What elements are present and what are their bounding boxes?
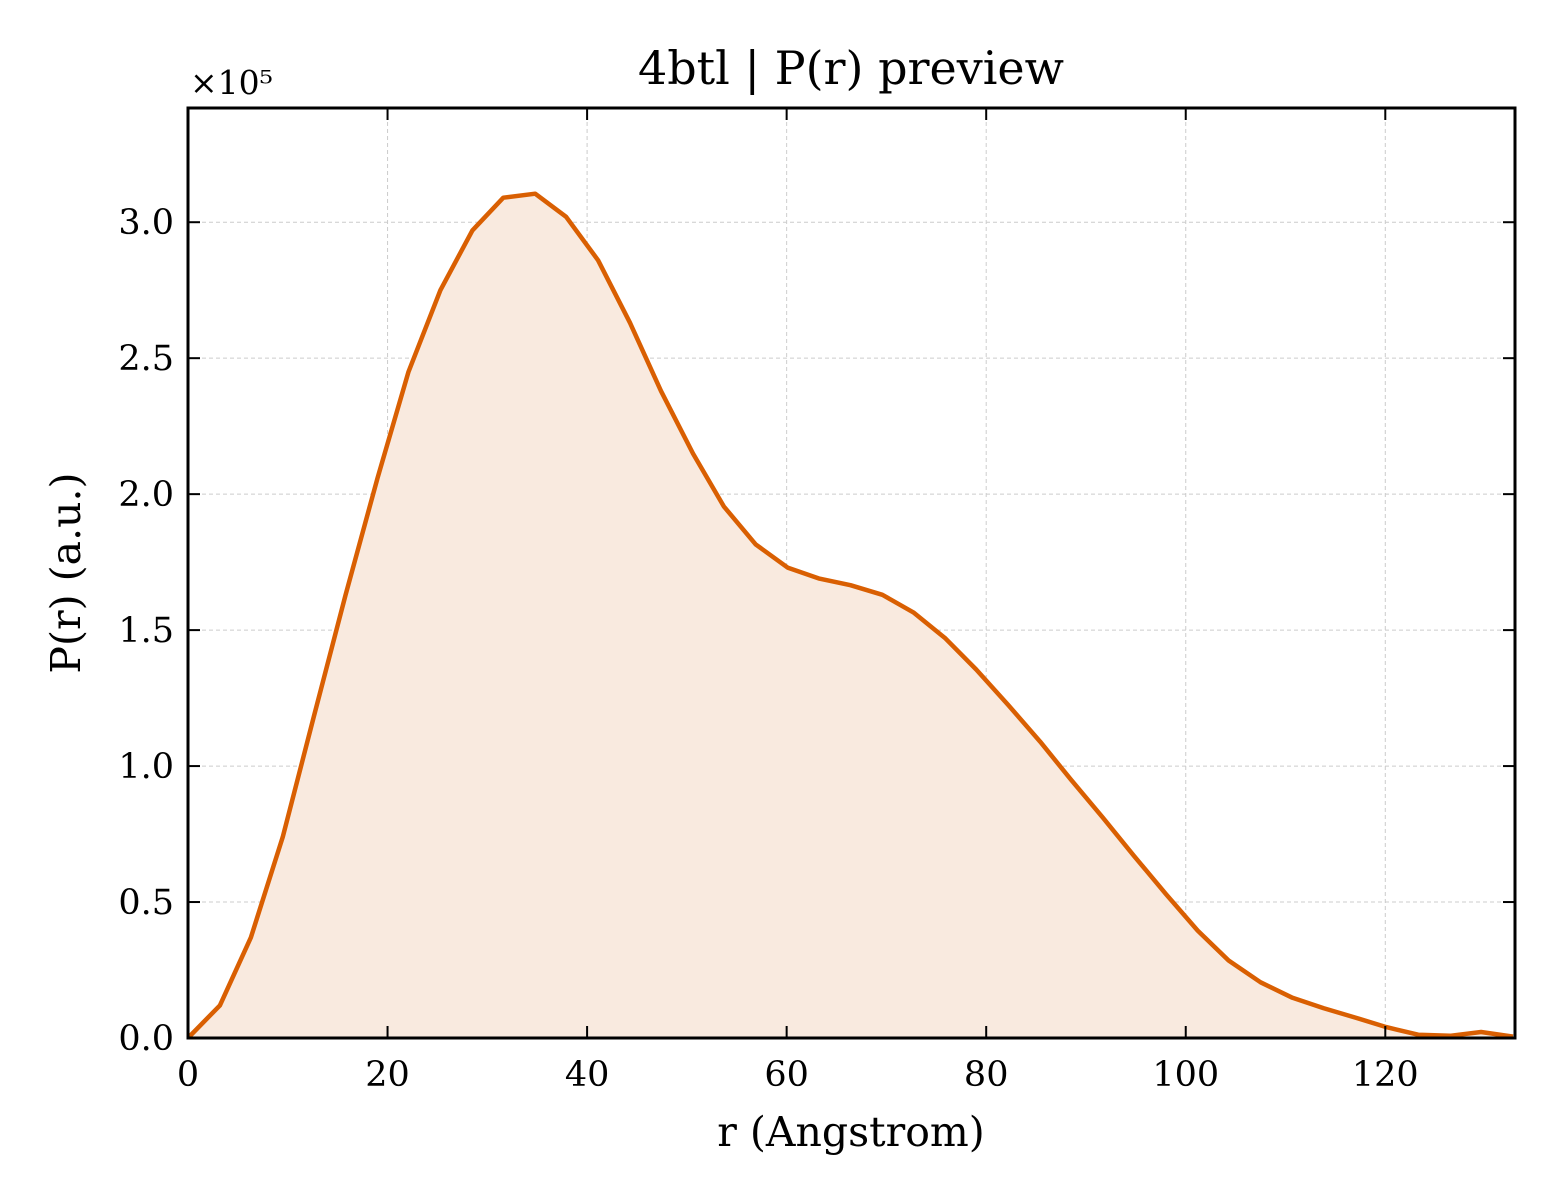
- y-tick-label: 0.0: [118, 1019, 174, 1059]
- y-tick-label: 1.0: [118, 747, 174, 787]
- y-tick-label: 3.0: [118, 203, 174, 243]
- x-tick-label: 60: [764, 1055, 809, 1095]
- x-tick-label: 120: [1352, 1055, 1419, 1095]
- y-tick-label: 0.5: [118, 883, 174, 923]
- x-tick-label: 40: [565, 1055, 610, 1095]
- y-tick-label: 2.0: [118, 475, 174, 515]
- x-axis-label: r (Angstrom): [717, 1108, 985, 1156]
- x-tick-label: 80: [964, 1055, 1009, 1095]
- y-tick-label: 1.5: [118, 611, 174, 651]
- pr-area-fill: [188, 193, 1513, 1038]
- pr-series-line: [186, 191, 1514, 1040]
- x-tick-label: 100: [1152, 1055, 1219, 1095]
- y-tick-label: 2.5: [118, 339, 174, 379]
- x-tick-label: 0: [177, 1055, 199, 1095]
- y-offset-label: ×10⁵: [190, 63, 273, 102]
- chart-title: 4btl | P(r) preview: [638, 41, 1064, 95]
- axis-ticks: [187, 108, 1515, 1039]
- x-tick-label: 20: [365, 1055, 410, 1095]
- y-axis-label: P(r) (a.u.): [42, 472, 90, 673]
- plot-frame: [186, 106, 1517, 1040]
